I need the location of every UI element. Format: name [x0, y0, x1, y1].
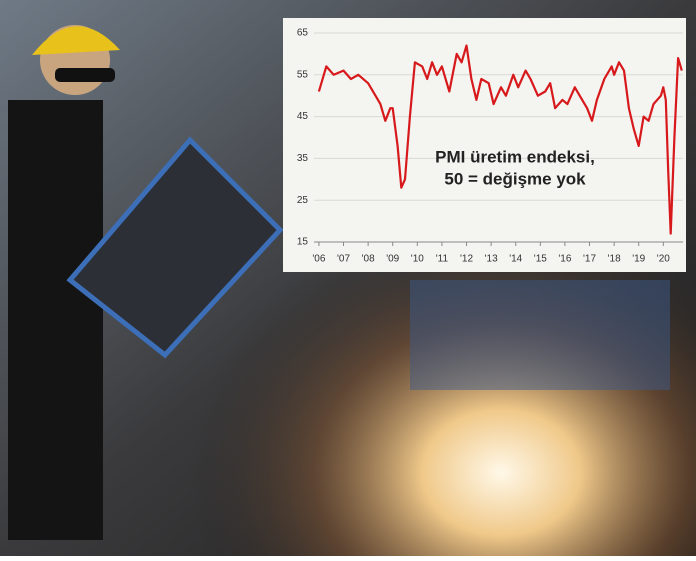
- x-tick-label: '10: [411, 254, 424, 265]
- x-tick-label: '16: [558, 254, 571, 265]
- x-tick-label: '20: [657, 254, 670, 265]
- x-tick-label: '15: [534, 254, 547, 265]
- x-tick-label: '14: [509, 254, 522, 265]
- x-tick-label: '18: [608, 254, 621, 265]
- y-tick-label: 65: [297, 28, 309, 39]
- annotation: 50 = değişme yok: [444, 169, 586, 188]
- y-tick-label: 35: [297, 153, 309, 164]
- y-tick-label: 55: [297, 69, 309, 80]
- x-tick-label: '08: [362, 254, 375, 265]
- x-tick-label: '17: [583, 254, 596, 265]
- line-series: [317, 44, 683, 235]
- annotation: PMI üretim endeksi,: [435, 147, 595, 166]
- x-tick-label: '13: [485, 254, 498, 265]
- chart: 15 25 35 45 55 65 '06 '07 '08 '09 '10 '11 '12 '13 '14 '…: [297, 28, 683, 265]
- x-tick-label: '06: [312, 254, 325, 265]
- x-tick-label: '07: [337, 254, 350, 265]
- x-tick-label: '09: [386, 254, 399, 265]
- x-tick-label: '12: [460, 254, 473, 265]
- y-tick-label: 25: [297, 195, 309, 206]
- y-tick-label: 15: [297, 237, 309, 248]
- x-tick-label: '11: [436, 254, 449, 265]
- x-tick-label: '19: [632, 254, 645, 265]
- y-tick-label: 45: [297, 111, 309, 122]
- chart-panel: [283, 18, 686, 272]
